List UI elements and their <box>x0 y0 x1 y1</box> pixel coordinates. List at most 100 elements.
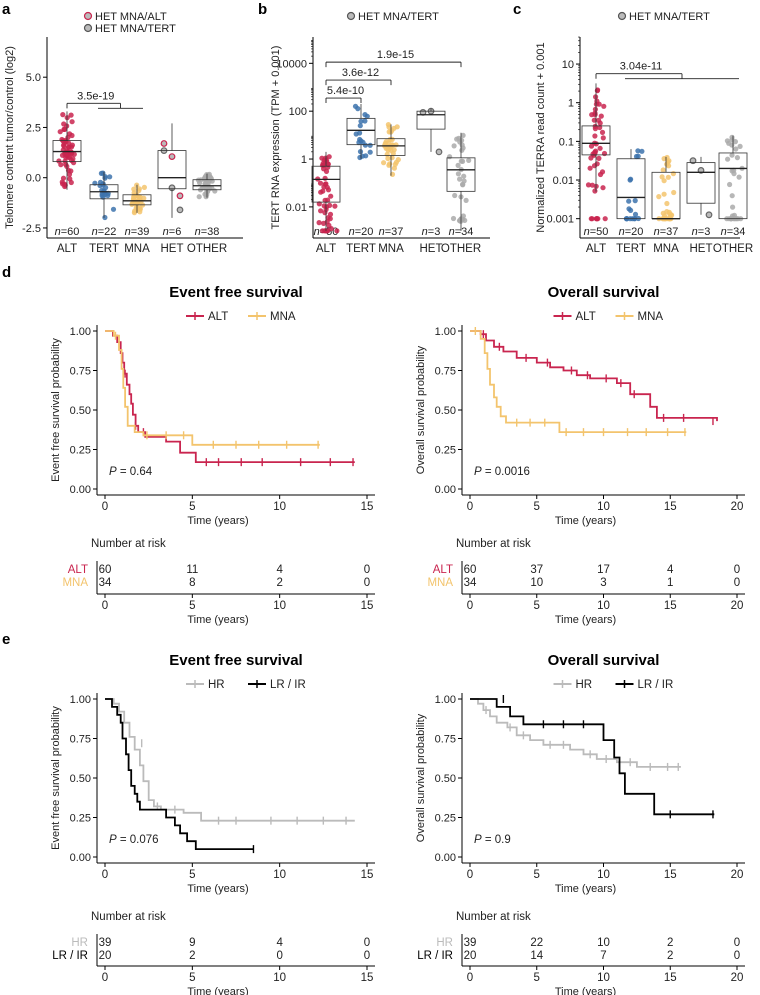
risk-count: 0 <box>734 937 740 949</box>
risk-tick-label: 10 <box>597 972 610 984</box>
y-tick-label: 100 <box>289 106 307 118</box>
data-point-alt <box>585 182 592 188</box>
box-iqr-alt <box>311 165 341 203</box>
y-tick-label: 0.01 <box>286 202 307 214</box>
x-tick-label: 15 <box>664 869 677 881</box>
legend-label-2: MNA <box>638 311 664 323</box>
x-tick-label: 5 <box>534 501 540 513</box>
data-point-alt <box>598 113 604 119</box>
data-point-other <box>733 146 739 152</box>
risk-group-label-1: ALT <box>68 564 88 576</box>
x-tick-label-alt: ALT <box>586 243 606 255</box>
data-point-other <box>461 173 467 179</box>
box-iqr-mna <box>122 194 152 206</box>
data-point-alt <box>323 181 329 187</box>
n-label-tert: n=22 <box>92 226 117 238</box>
x-tick-label-alt: ALT <box>316 243 336 255</box>
x-axis-title: Time (years) <box>187 883 248 895</box>
risk-count: 7 <box>600 950 606 962</box>
data-point-alt <box>601 150 608 157</box>
risk-tick-label: 10 <box>273 972 286 984</box>
legend-label-1: HR <box>576 679 593 691</box>
data-point-other <box>451 143 457 149</box>
data-point-alt <box>602 216 608 222</box>
p-value-label: P = 0.076 <box>109 834 159 846</box>
n-label-alt: n=60 <box>55 226 80 238</box>
x-tick-label-tert: TERT <box>616 243 646 255</box>
data-point-alt <box>589 216 595 222</box>
data-point-other <box>731 171 737 177</box>
data-point-tert <box>107 174 113 180</box>
data-point-het <box>176 192 184 200</box>
y-tick-label: 0.25 <box>70 445 91 457</box>
risk-tick-label: 5 <box>189 972 195 984</box>
data-point-other <box>203 181 209 187</box>
risk-tick-label: 0 <box>467 972 473 984</box>
x-tick-label-mna: MNA <box>378 243 404 255</box>
x-tick-label-alt: ALT <box>57 243 77 255</box>
significance-bracket: 1.9e-15 <box>325 49 462 68</box>
data-point-alt <box>325 161 331 167</box>
y-tick-label: 0.50 <box>70 773 91 785</box>
risk-count: 14 <box>530 950 543 962</box>
survival-curve-hr <box>105 698 355 822</box>
risk-count: 3 <box>600 577 606 589</box>
legend-key-1 <box>83 11 93 21</box>
data-point-mna <box>666 158 672 164</box>
data-point-other <box>736 174 742 180</box>
risk-tick-label: 10 <box>273 600 286 612</box>
data-point-alt <box>590 151 596 157</box>
x-axis-title: Time (years) <box>187 515 248 527</box>
x-tick-label-mna: MNA <box>124 243 150 255</box>
data-point-tert <box>358 118 364 124</box>
box-iqr-tert <box>616 158 646 220</box>
p-value-label: 3.5e-19 <box>77 90 114 102</box>
risk-group-label-2: MNA <box>427 577 453 589</box>
data-point-other <box>455 162 461 168</box>
data-point-tert <box>367 142 373 148</box>
p-value-label: 3.04e-11 <box>620 61 663 73</box>
survival-curve-mna <box>105 330 320 446</box>
data-point-other <box>460 132 466 138</box>
risk-tick-label: 0 <box>467 600 473 612</box>
data-point-tert <box>100 170 106 176</box>
n-label-tert: n=20 <box>619 226 644 238</box>
data-point-alt <box>587 165 593 171</box>
y-tick-label: 0.25 <box>435 813 456 825</box>
risk-count: 4 <box>276 564 283 576</box>
data-point-mna <box>656 194 662 200</box>
data-point-mna <box>136 186 142 192</box>
data-point-het <box>689 157 697 165</box>
x-tick-label: 0 <box>102 501 108 513</box>
risk-count: 34 <box>464 577 477 589</box>
risk-count: 20 <box>464 950 477 962</box>
data-point-tert <box>632 211 639 217</box>
data-point-alt <box>69 142 75 148</box>
data-point-alt <box>599 129 606 135</box>
data-point-mna <box>381 160 387 166</box>
data-point-alt <box>597 145 603 151</box>
x-tick-label: 10 <box>597 501 610 513</box>
data-point-tert <box>362 142 368 148</box>
risk-count: 37 <box>530 564 543 576</box>
y-tick-label: 1 <box>568 98 574 110</box>
y-axis-title: Telomere content tumor/control (log2) <box>4 46 16 229</box>
data-point-mna <box>664 209 670 215</box>
risk-tick-label: 0 <box>102 972 108 984</box>
data-point-tert <box>357 149 364 155</box>
risk-tick-label: 0 <box>102 600 108 612</box>
survival-curve-lrir <box>105 698 254 850</box>
data-point-other <box>462 217 468 223</box>
y-tick-label: 0.0 <box>26 173 41 185</box>
y-tick-label: 2.5 <box>26 122 41 134</box>
data-point-tert <box>101 188 107 194</box>
survival-curve-alt <box>105 330 355 463</box>
data-point-tert <box>362 112 368 118</box>
y-tick-label: 10000 <box>276 58 307 70</box>
n-label-other: n=34 <box>449 226 474 238</box>
x-tick-label-mna: MNA <box>653 243 679 255</box>
legend-key-2 <box>83 23 93 33</box>
risk-count: 8 <box>189 577 195 589</box>
y-axis-title: Event free survival probability <box>50 706 62 850</box>
